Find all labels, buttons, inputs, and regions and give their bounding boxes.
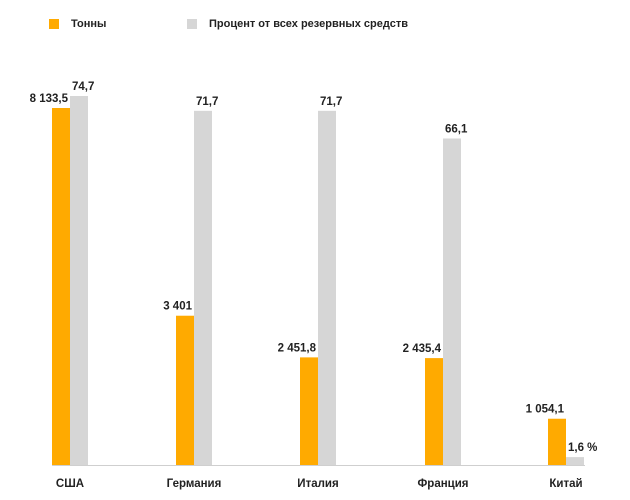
bar-tonnes	[548, 418, 566, 465]
data-label: 2 451,8	[278, 342, 317, 354]
bar-percent	[443, 138, 461, 465]
legend-item-tonnes: Тонны	[49, 18, 106, 30]
legend-swatch-orange	[49, 19, 59, 29]
x-tick-label: Франция	[417, 478, 468, 490]
data-label: 8 133,5	[30, 93, 69, 105]
legend-label: Тонны	[71, 18, 107, 30]
bar-tonnes	[176, 315, 194, 465]
bar-tonnes	[300, 357, 318, 465]
data-label: 71,7	[196, 96, 218, 108]
bar-tonnes	[425, 358, 443, 465]
bar-tonnes	[52, 108, 70, 465]
x-tick-label: США	[56, 478, 84, 490]
legend-label: Процент от всех резервных средств	[209, 18, 408, 30]
data-label: 1 054,1	[526, 404, 565, 416]
data-label: 71,7	[320, 96, 342, 108]
data-label: 74,7	[72, 81, 94, 93]
data-label: 1,6 %	[568, 442, 597, 454]
data-label: 66,1	[445, 123, 468, 135]
legend-swatch-gray	[187, 19, 197, 29]
x-tick-label: Германия	[167, 478, 222, 490]
bar-percent	[194, 110, 212, 465]
bar-percent	[566, 457, 584, 465]
data-label: 3 401	[163, 301, 192, 313]
bar-percent	[70, 96, 88, 465]
x-tick-label: Китай	[549, 478, 582, 490]
x-tick-label: Италия	[297, 478, 338, 490]
bar-percent	[318, 110, 336, 465]
legend-item-percent: Процент от всех резервных средств	[187, 18, 408, 30]
data-label: 2 435,4	[403, 343, 442, 355]
